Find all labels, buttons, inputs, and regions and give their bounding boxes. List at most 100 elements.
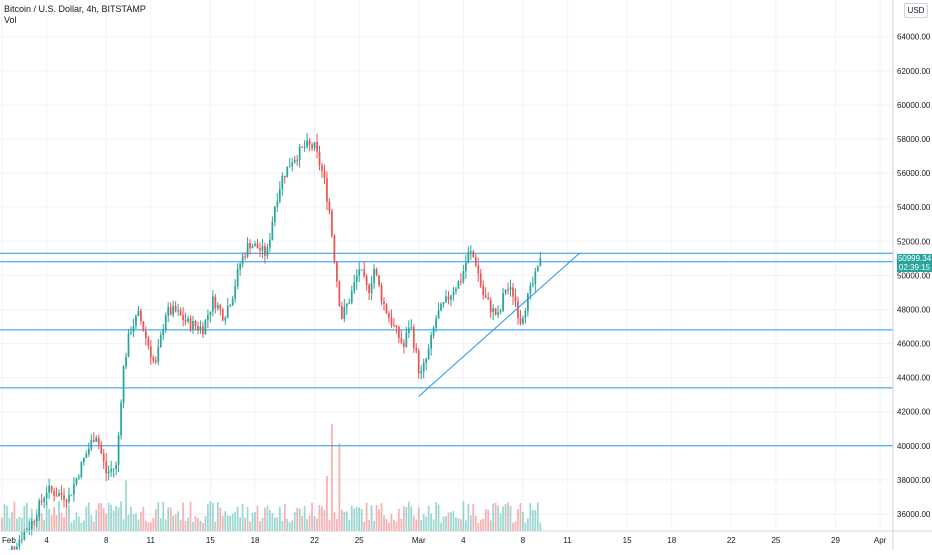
candle-body — [296, 160, 298, 161]
candle-body — [445, 296, 447, 302]
volume-bar — [113, 511, 115, 531]
time-tick-label: 4 — [44, 536, 49, 545]
candle-body — [73, 484, 75, 495]
candle-body — [274, 207, 276, 222]
volume-bar — [490, 520, 492, 531]
candle-body — [291, 163, 293, 167]
volume-bar — [68, 505, 70, 531]
candle-body — [378, 275, 380, 285]
volume-bar — [11, 512, 13, 531]
volume-indicator-label[interactable]: Vol — [4, 15, 146, 26]
volume-bar — [105, 514, 107, 531]
volume-bar — [440, 523, 442, 531]
volume-bar — [403, 506, 405, 531]
candle-body — [262, 246, 264, 251]
candle-body — [527, 293, 529, 311]
volume-bar — [254, 512, 256, 531]
volume-bar — [515, 521, 517, 531]
volume-bar — [485, 509, 487, 531]
volume-bar — [472, 504, 474, 531]
price-tick-label: 48000.00 — [897, 305, 931, 314]
candle-body — [38, 501, 40, 517]
volume-bar — [358, 507, 360, 531]
candle-body — [420, 371, 422, 373]
candle-body — [314, 142, 316, 148]
candle-body — [428, 349, 430, 359]
volume-bar — [430, 514, 432, 531]
volume-bars — [1, 424, 541, 531]
volume-bar — [495, 503, 497, 531]
candle-body — [487, 298, 489, 300]
candle-body — [363, 269, 365, 276]
volume-bar — [510, 506, 512, 531]
candle-body — [440, 304, 442, 311]
candle-body — [145, 331, 147, 338]
candle-body — [100, 445, 102, 454]
volume-bar — [81, 523, 83, 531]
candle-body — [190, 318, 192, 329]
candle-body — [492, 308, 494, 312]
volume-bar — [286, 519, 288, 531]
candle-body — [259, 248, 261, 250]
volume-bar — [381, 503, 383, 531]
volume-bar — [276, 518, 278, 531]
time-tick-label: 15 — [623, 536, 632, 545]
candle-body — [500, 311, 502, 313]
candle-body — [482, 286, 484, 295]
volume-bar — [123, 519, 125, 531]
candle-body — [329, 202, 331, 211]
candle-body — [115, 465, 117, 469]
candle-body — [450, 295, 452, 299]
candle-body — [130, 332, 132, 333]
candle-body — [95, 438, 97, 442]
candle-body — [326, 178, 328, 202]
candle-body — [177, 310, 179, 311]
candle-body — [185, 320, 187, 321]
candle-body — [502, 293, 504, 311]
time-tick-label: 15 — [206, 536, 215, 545]
volume-bar — [482, 519, 484, 531]
candle-body — [28, 529, 30, 531]
volume-bar — [78, 516, 80, 531]
candle-body — [515, 297, 517, 302]
volume-bar — [160, 518, 162, 531]
last-price-value: 50999.34 — [897, 254, 932, 263]
volume-bar — [16, 519, 18, 531]
volume-bar — [88, 503, 90, 531]
candle-body — [272, 222, 274, 240]
volume-bar — [234, 512, 236, 531]
candle-body — [361, 269, 363, 270]
candle-body — [202, 326, 204, 334]
candle-body — [31, 521, 33, 529]
volume-bar — [85, 506, 87, 531]
price-tick-label: 44000.00 — [897, 374, 931, 383]
currency-button[interactable]: USD — [904, 3, 928, 18]
trendline-drawing[interactable] — [419, 253, 580, 396]
volume-bar — [331, 424, 333, 531]
volume-bar — [393, 520, 395, 531]
candle-body — [281, 176, 283, 189]
candle-body — [61, 493, 63, 495]
candle-body — [341, 306, 343, 319]
symbol-title[interactable]: Bitcoin / U.S. Dollar, 4h, BITSTAMP — [4, 4, 146, 15]
volume-bar — [125, 480, 127, 531]
volume-bar — [272, 513, 274, 531]
candle-body — [58, 493, 60, 496]
volume-bar — [460, 519, 462, 531]
candle-body — [212, 296, 214, 311]
horizontal-levels[interactable] — [0, 253, 893, 446]
candle-body — [239, 264, 241, 269]
candle-body — [537, 266, 539, 272]
candle-body — [443, 302, 445, 304]
volume-bar — [529, 503, 531, 531]
candle-body — [376, 269, 378, 275]
volume-bar — [202, 523, 204, 531]
price-axis[interactable]: 36000.0038000.0040000.0042000.0044000.00… — [893, 0, 931, 550]
volume-bar — [398, 509, 400, 531]
candle-body — [433, 328, 435, 335]
candle-body — [334, 236, 336, 262]
candle-body — [396, 326, 398, 327]
